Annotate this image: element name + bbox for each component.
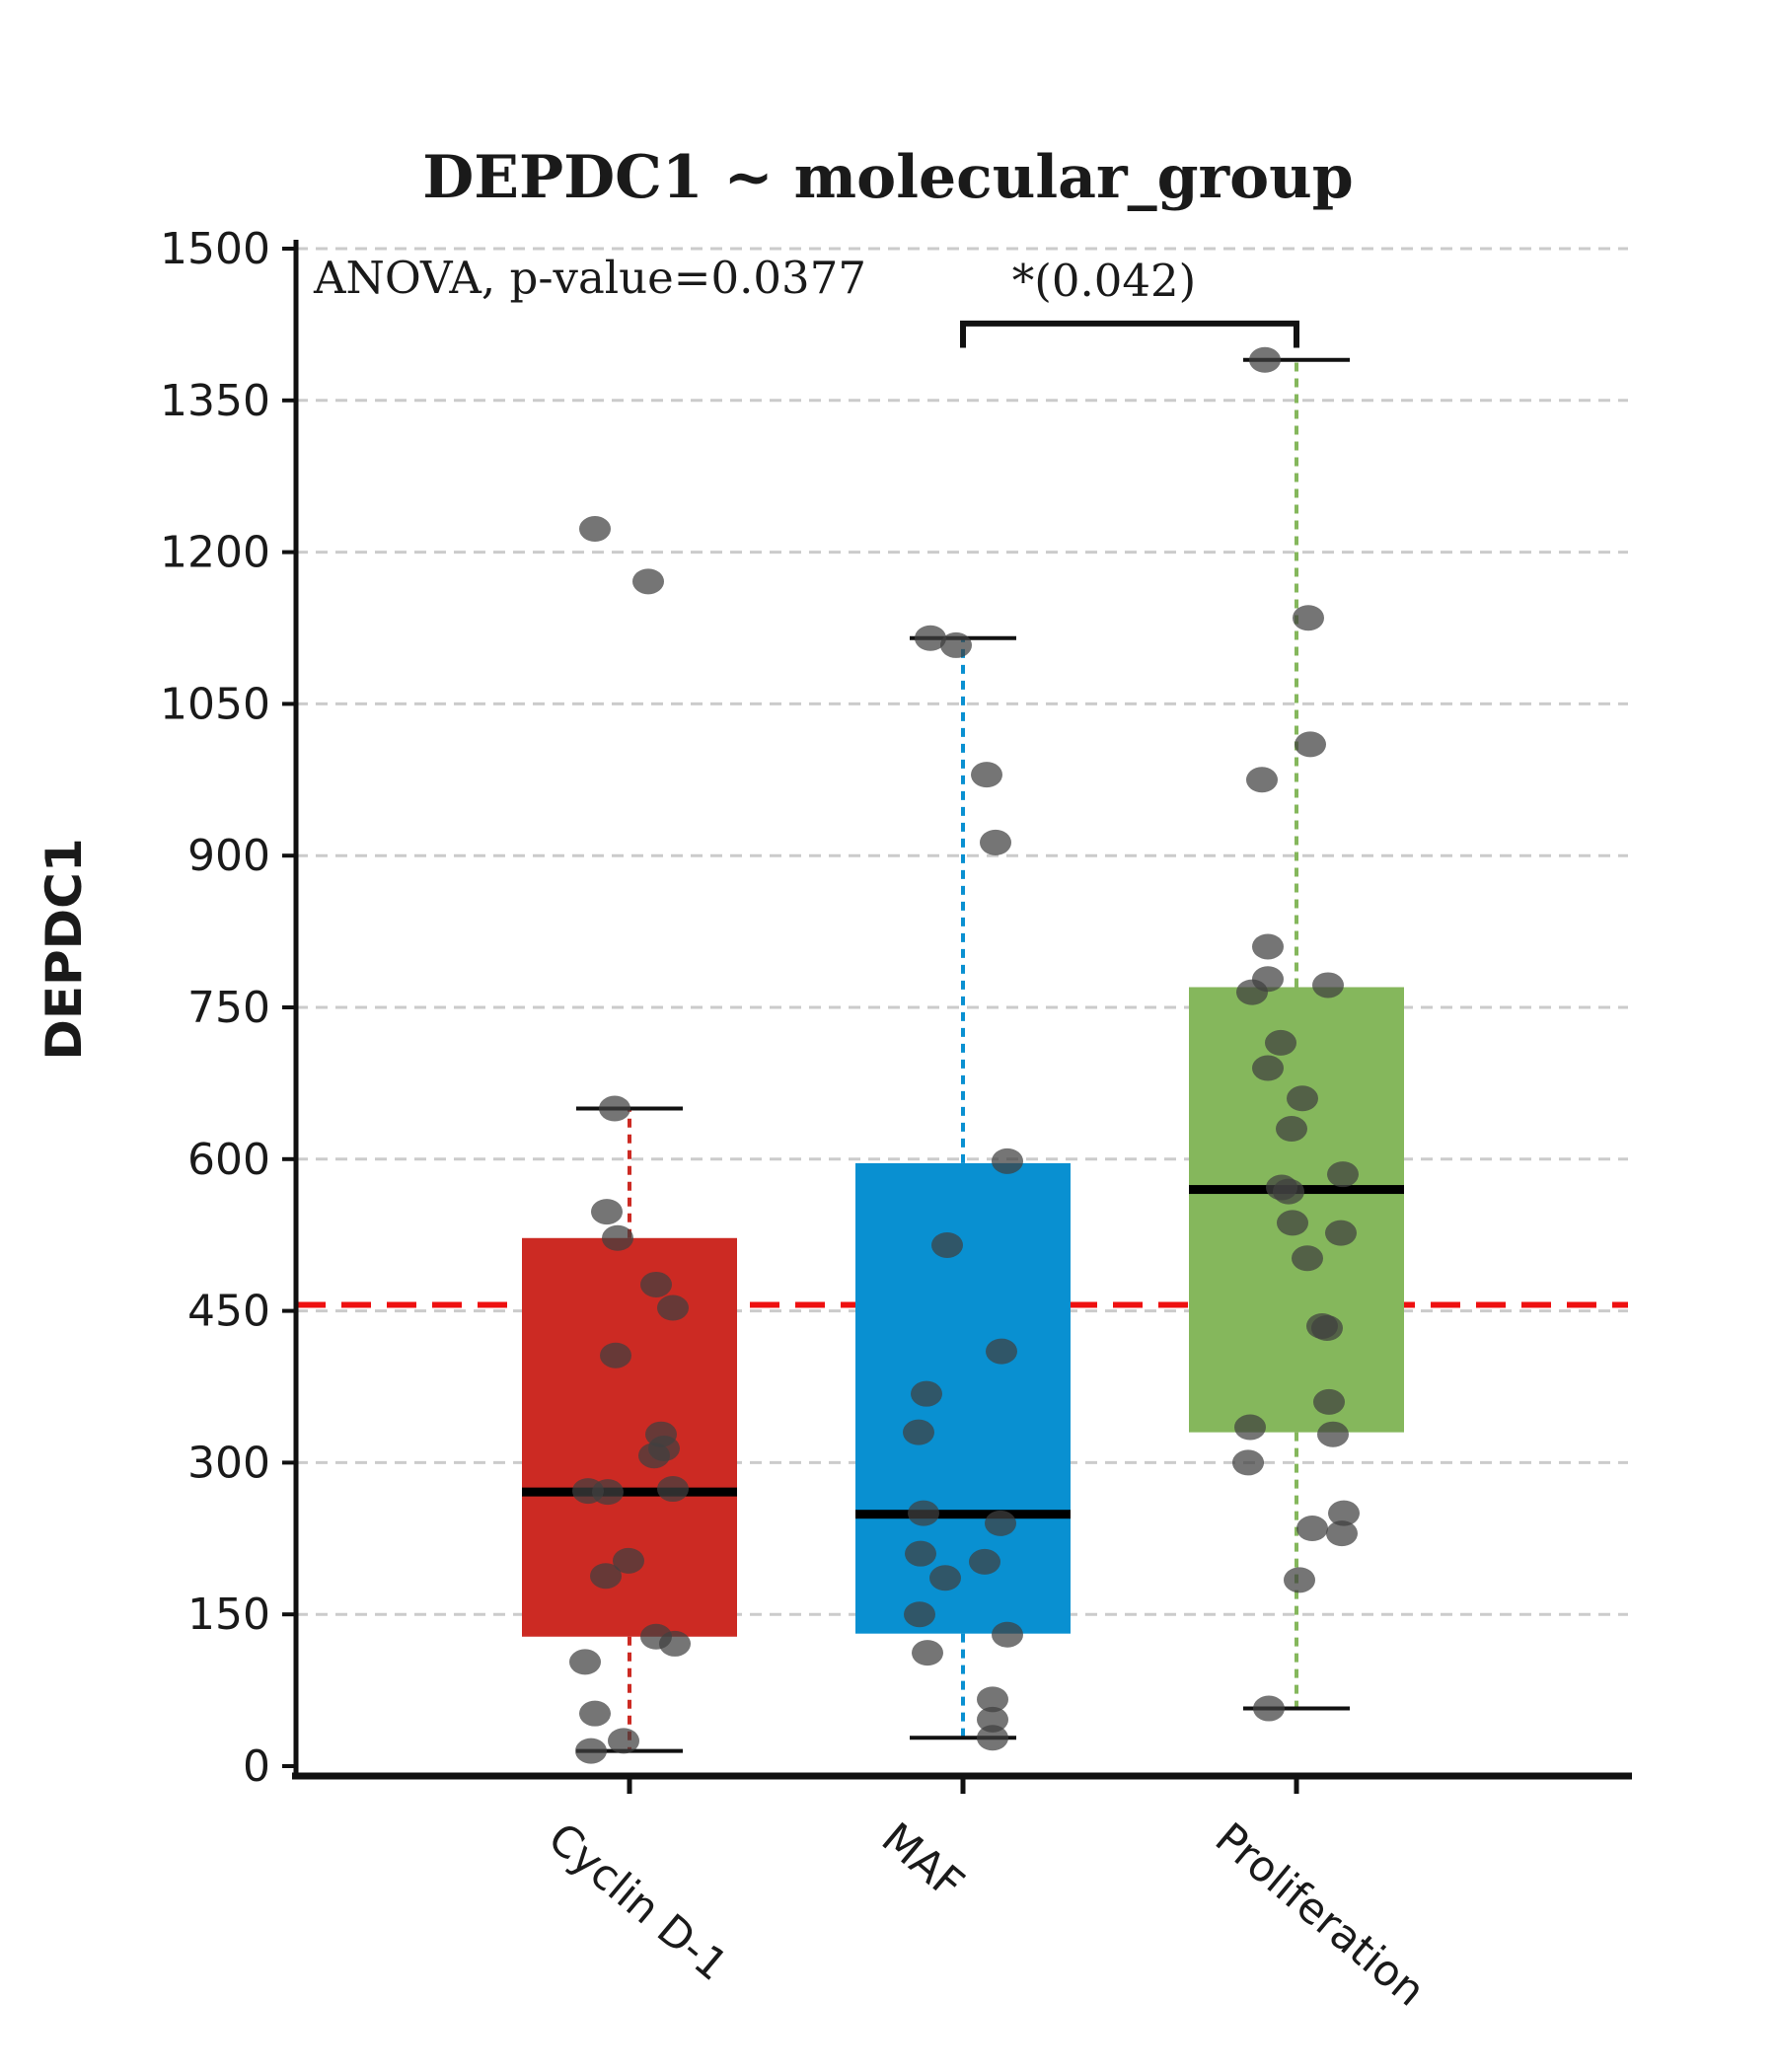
jitter-point-proliferation bbox=[1296, 1516, 1328, 1542]
jitter-point-proliferation bbox=[1277, 1210, 1308, 1236]
y-tick-label-600: 600 bbox=[187, 1135, 270, 1185]
jitter-point-maf bbox=[977, 1706, 1008, 1733]
jitter-point-maf bbox=[977, 1725, 1008, 1751]
annotation-layer: *(0.042) ANOVA, p-value=0.0377 DEPDC1 ~ … bbox=[36, 143, 1354, 1061]
jitter-point-cyclin-d-1 bbox=[657, 1476, 689, 1503]
jitter-point-proliferation bbox=[1317, 1421, 1349, 1447]
jitter-point-cyclin-d-1 bbox=[579, 516, 611, 543]
y-axis-title: DEPDC1 bbox=[36, 838, 93, 1060]
jitter-point-cyclin-d-1 bbox=[600, 1342, 631, 1369]
y-tick-label-750: 750 bbox=[187, 983, 270, 1033]
jitter-point-proliferation bbox=[1253, 1695, 1285, 1722]
jitter-point-proliferation bbox=[1234, 1414, 1266, 1441]
jitter-point-proliferation bbox=[1312, 972, 1344, 999]
y-tick-label-0: 0 bbox=[243, 1741, 270, 1792]
anova-annotation: ANOVA, p-value=0.0377 bbox=[313, 252, 866, 304]
box-maf bbox=[855, 1162, 1071, 1634]
jitter-point-cyclin-d-1 bbox=[569, 1649, 601, 1675]
jitter-point-cyclin-d-1 bbox=[632, 568, 664, 595]
jitter-point-cyclin-d-1 bbox=[638, 1443, 670, 1469]
jitter-point-maf bbox=[908, 1500, 939, 1526]
jitter-point-cyclin-d-1 bbox=[579, 1700, 611, 1727]
y-tick-label-1500: 1500 bbox=[160, 224, 270, 274]
jitter-point-cyclin-d-1 bbox=[575, 1738, 607, 1764]
jitter-point-cyclin-d-1 bbox=[657, 1295, 689, 1321]
jitter-point-maf bbox=[912, 1640, 943, 1666]
significance-bracket bbox=[960, 320, 1299, 348]
jitter-point-maf bbox=[929, 1565, 961, 1591]
jitter-point-proliferation bbox=[1236, 979, 1268, 1005]
jitter-point-maf bbox=[971, 762, 1002, 788]
y-tick-label-300: 300 bbox=[187, 1438, 270, 1488]
jitter-point-proliferation bbox=[1249, 346, 1281, 373]
jitter-point-proliferation bbox=[1252, 1055, 1284, 1081]
jitter-point-proliferation bbox=[1292, 1245, 1323, 1272]
median-maf bbox=[855, 1510, 1071, 1519]
jitter-point-proliferation bbox=[1326, 1520, 1358, 1547]
jitter-point-proliferation bbox=[1276, 1116, 1307, 1143]
gridlines bbox=[296, 247, 1628, 1616]
jitter-point-proliferation bbox=[1246, 767, 1278, 793]
jitter-point-cyclin-d-1 bbox=[602, 1224, 633, 1251]
jitter-point-proliferation bbox=[1252, 933, 1284, 960]
chart-title: DEPDC1 ~ molecular_group bbox=[422, 143, 1354, 212]
y-tick-label-150: 150 bbox=[187, 1590, 270, 1640]
jitter-point-maf bbox=[905, 1540, 936, 1567]
jitter-point-cyclin-d-1 bbox=[608, 1728, 639, 1754]
jitter-point-proliferation bbox=[1273, 1178, 1304, 1205]
jitter-point-maf bbox=[940, 631, 972, 658]
jitter-point-cyclin-d-1 bbox=[659, 1630, 691, 1657]
jitter-point-maf bbox=[931, 1231, 963, 1258]
jitter-point-proliferation bbox=[1293, 605, 1324, 631]
x-tick-label-cyclin-d-1: Cyclin D-1 bbox=[539, 1813, 737, 1991]
jitter-point-maf bbox=[904, 1601, 935, 1628]
significance-label: *(0.042) bbox=[1012, 255, 1196, 307]
box-cyclin-d-1 bbox=[522, 1237, 737, 1637]
jitter-point-cyclin-d-1 bbox=[599, 1095, 630, 1122]
x-tick-label-proliferation: Proliferation bbox=[1206, 1813, 1434, 2016]
jitter-point-proliferation bbox=[1325, 1220, 1357, 1246]
jitter-point-maf bbox=[986, 1338, 1017, 1365]
jitter-point-maf bbox=[969, 1548, 1000, 1575]
jitter-point-maf bbox=[980, 829, 1011, 855]
jitter-point-maf bbox=[903, 1419, 934, 1445]
jitter-point-proliferation bbox=[1327, 1161, 1359, 1188]
jitter-point-proliferation bbox=[1284, 1567, 1315, 1593]
jitter-point-cyclin-d-1 bbox=[613, 1547, 644, 1574]
jitter-point-maf bbox=[992, 1621, 1023, 1648]
jitter-point-maf bbox=[915, 625, 946, 651]
median-cyclin-d-1 bbox=[522, 1487, 737, 1497]
jitter-point-proliferation bbox=[1287, 1085, 1318, 1112]
jitter-point-cyclin-d-1 bbox=[592, 1479, 624, 1506]
y-tick-label-1200: 1200 bbox=[160, 528, 270, 578]
jitter-point-proliferation bbox=[1295, 731, 1326, 758]
jitter-point-layer bbox=[569, 346, 1360, 1764]
jitter-point-maf bbox=[911, 1380, 942, 1407]
y-tick-label-1350: 1350 bbox=[160, 376, 270, 426]
jitter-point-proliferation bbox=[1311, 1315, 1343, 1342]
jitter-point-cyclin-d-1 bbox=[591, 1199, 623, 1225]
y-tick-label-450: 450 bbox=[187, 1287, 270, 1337]
box-layer bbox=[522, 357, 1404, 1753]
y-tick-label-1050: 1050 bbox=[160, 679, 270, 729]
jitter-point-cyclin-d-1 bbox=[590, 1563, 622, 1590]
jitter-point-maf bbox=[992, 1147, 1023, 1174]
jitter-point-proliferation bbox=[1328, 1500, 1360, 1526]
jitter-point-proliferation bbox=[1265, 1029, 1296, 1056]
jitter-point-proliferation bbox=[1232, 1449, 1264, 1476]
x-tick-label-maf: MAF bbox=[872, 1813, 973, 1909]
jitter-point-maf bbox=[985, 1510, 1016, 1536]
jitter-point-maf bbox=[977, 1686, 1008, 1713]
box-proliferation bbox=[1189, 987, 1404, 1433]
axes-layer: 0 150 300 450 600 750 900 1050 1200 1350 1500 Cycli… bbox=[160, 224, 1632, 2017]
jitter-point-cyclin-d-1 bbox=[640, 1271, 672, 1297]
jitter-point-proliferation bbox=[1313, 1388, 1345, 1415]
y-tick-label-900: 900 bbox=[187, 831, 270, 881]
